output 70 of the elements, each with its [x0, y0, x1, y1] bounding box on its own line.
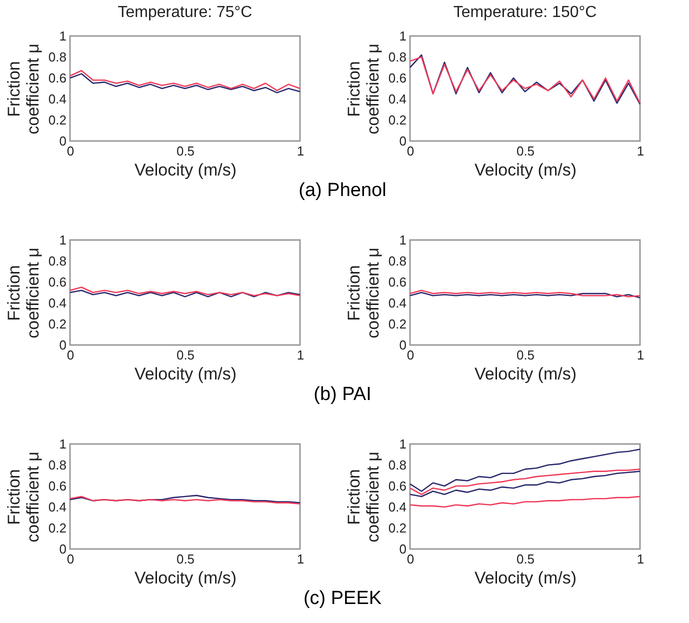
y-tick-label: 0.2 — [48, 316, 66, 332]
line-series — [69, 286, 301, 296]
y-axis-title: Friction coefficient μ — [4, 452, 42, 542]
y-tick-label: 0.8 — [48, 458, 66, 472]
x-axis-title: Velocity (m/s) — [134, 364, 237, 384]
chart-title: Temperature: 150°C — [453, 4, 597, 21]
x-tick-label: 1 — [636, 552, 644, 566]
y-tick-label: 0.2 — [48, 112, 66, 128]
x-tick-label: 1 — [636, 348, 644, 362]
y-tick-label: 0.6 — [48, 478, 66, 494]
y-tick-label: 0.2 — [388, 520, 406, 536]
y-tick-label: 0 — [59, 134, 66, 148]
y-tick-label: 0.8 — [388, 458, 406, 472]
y-tick-label: 0.8 — [48, 50, 66, 64]
x-tick-label: 0.5 — [516, 348, 535, 362]
y-tick-label: 0.4 — [388, 92, 406, 106]
x-tick-label: 1 — [636, 144, 644, 158]
y-tick-label: 0.4 — [48, 500, 66, 514]
y-tick-label: 0 — [399, 134, 406, 148]
y-tick-label: 0.2 — [48, 520, 66, 536]
x-axis-title: Velocity (m/s) — [134, 160, 237, 180]
x-axis-title: Velocity (m/s) — [134, 568, 237, 588]
y-tick-label: 0 — [399, 338, 406, 352]
y-tick-label: 1 — [59, 436, 66, 452]
x-axis-title: Velocity (m/s) — [474, 160, 577, 180]
y-tick-label: 0.8 — [48, 254, 66, 268]
y-tick-label: 0.2 — [388, 112, 406, 128]
x-tick-label: 1 — [296, 348, 304, 362]
x-tick-label: 0.5 — [176, 552, 195, 566]
text: (c) PEEK — [302, 588, 383, 611]
line-series — [409, 448, 641, 492]
y-tick-label: 0 — [399, 542, 406, 556]
line-series — [409, 290, 641, 298]
text: (b) PAI — [312, 384, 372, 407]
x-axis-title: Velocity (m/s) — [474, 568, 577, 588]
y-tick-label: 1 — [399, 28, 406, 44]
y-tick-label: 0 — [59, 542, 66, 556]
y-tick-label: 1 — [59, 232, 66, 248]
y-tick-label: 0.4 — [388, 296, 406, 310]
y-tick-label: 0.6 — [48, 274, 66, 290]
y-axis-title: Friction coefficient μ — [4, 44, 42, 134]
x-tick-label: 1 — [296, 552, 304, 566]
y-axis-title: Friction coefficient μ — [344, 452, 382, 542]
y-tick-label: 0.6 — [388, 274, 406, 290]
y-tick-label: 0.6 — [388, 478, 406, 494]
x-axis-title: Velocity (m/s) — [474, 364, 577, 384]
y-tick-label: 0.6 — [48, 70, 66, 86]
x-tick-label: 1 — [296, 144, 304, 158]
y-tick-label: 1 — [59, 28, 66, 44]
x-tick-label: 0.5 — [176, 348, 195, 362]
text: (a) Phenol — [298, 180, 388, 203]
y-tick-label: 0.8 — [388, 50, 406, 64]
y-tick-label: 0.2 — [388, 316, 406, 332]
x-tick-label: 0.5 — [516, 552, 535, 566]
line-series — [409, 496, 641, 508]
y-tick-label: 0.4 — [48, 92, 66, 106]
y-tick-label: 0.6 — [388, 70, 406, 86]
chart-title: Temperature: 75°C — [118, 4, 252, 21]
y-tick-label: 0.4 — [388, 500, 406, 514]
y-axis-title: Friction coefficient μ — [4, 248, 42, 338]
y-tick-label: 0.4 — [48, 296, 66, 310]
y-axis-title: Friction coefficient μ — [344, 44, 382, 134]
x-tick-label: 0.5 — [176, 144, 195, 158]
line-series — [69, 290, 301, 298]
y-tick-label: 0 — [59, 338, 66, 352]
y-axis-title: Friction coefficient μ — [344, 248, 382, 338]
x-tick-label: 0.5 — [516, 144, 535, 158]
y-tick-label: 1 — [399, 436, 406, 452]
y-tick-label: 0.8 — [388, 254, 406, 268]
y-tick-label: 1 — [399, 232, 406, 248]
